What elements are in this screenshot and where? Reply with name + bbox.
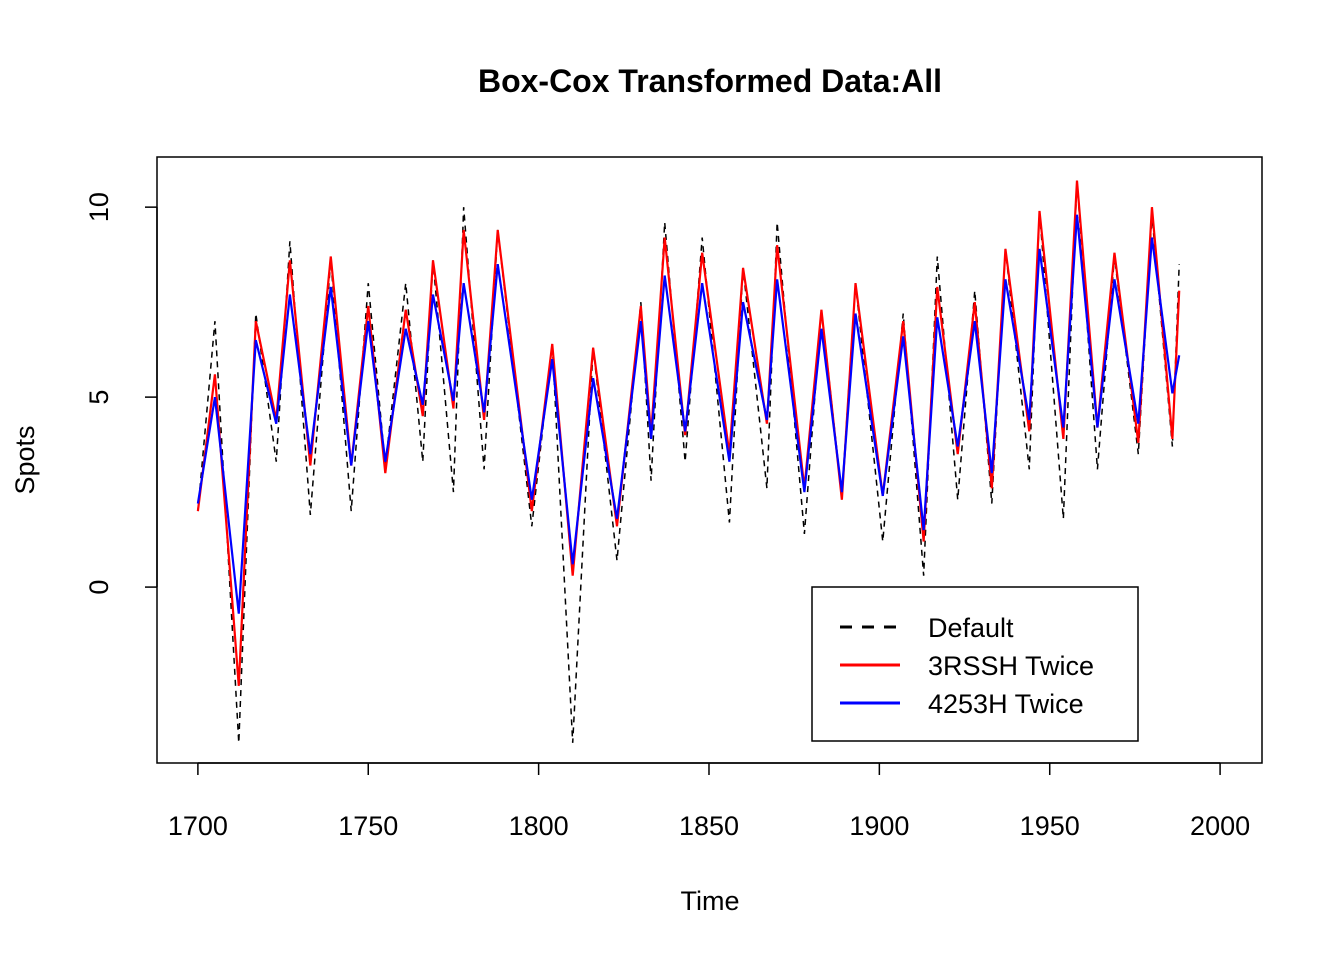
x-tick-label: 1750 [338, 811, 398, 841]
series-line [197, 180, 1180, 743]
x-tick-label: 1900 [849, 811, 909, 841]
x-axis-label: Time [681, 886, 740, 916]
legend-label: 4253H Twice [928, 689, 1084, 719]
legend-label: 3RSSH Twice [928, 651, 1094, 681]
x-tick-label: 1850 [679, 811, 739, 841]
series-line [196, 214, 1181, 614]
y-tick-label: 5 [84, 390, 114, 405]
x-tick-label: 2000 [1190, 811, 1250, 841]
y-tick-label: 0 [84, 580, 114, 595]
y-tick-label: 10 [84, 192, 114, 222]
x-tick-label: 1700 [168, 811, 228, 841]
chart-title: Box-Cox Transformed Data:All [478, 63, 942, 99]
y-axis-label: Spots [10, 425, 40, 494]
x-tick-label: 1800 [509, 811, 569, 841]
legend-label: Default [928, 613, 1014, 643]
x-tick-label: 1950 [1020, 811, 1080, 841]
